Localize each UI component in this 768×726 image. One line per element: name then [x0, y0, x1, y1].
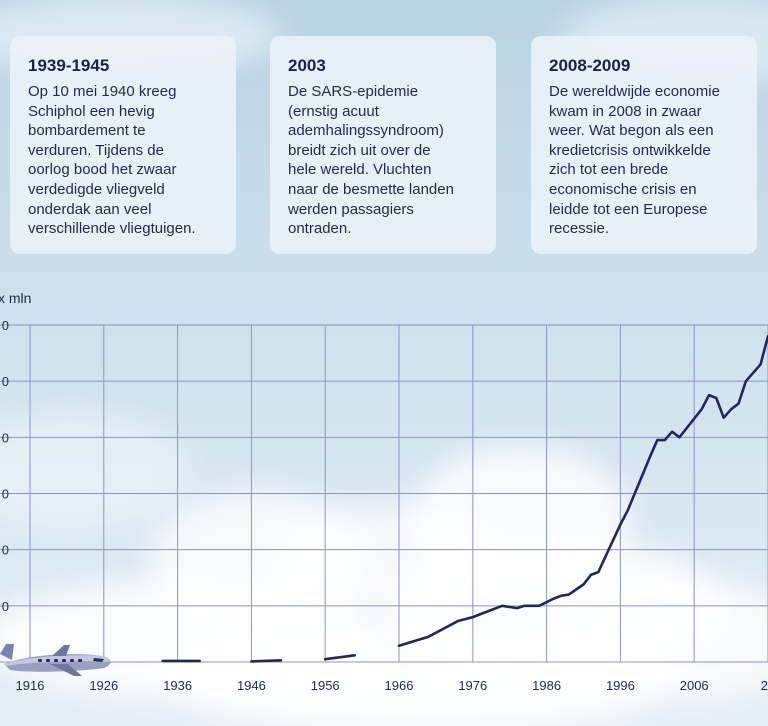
y-tick-label: 0: [2, 430, 9, 445]
y-axis-unit-label: x mln: [0, 290, 32, 306]
event-text: Op 10 mei 1940 kreeg Schiphol een hevig …: [28, 83, 196, 238]
x-tick-label: 1916: [16, 678, 45, 693]
y-axis-ticks: 0 0 0 0 0 0: [2, 318, 9, 614]
y-tick-label: 0: [2, 543, 9, 558]
x-tick-label: 1956: [311, 678, 340, 693]
chart-grid: [0, 324, 768, 663]
x-tick-label: 1946: [237, 678, 266, 693]
y-tick-label: 0: [2, 318, 9, 333]
x-tick-label: 1936: [163, 678, 192, 693]
event-card-1939-1945: 1939-1945 Op 10 mei 1940 kreeg Schiphol …: [10, 36, 236, 254]
x-tick-label: 20: [761, 678, 768, 693]
x-tick-label: 2006: [680, 678, 709, 693]
x-tick-label: 1996: [606, 678, 635, 693]
y-tick-label: 0: [2, 487, 9, 502]
series-line: [250, 659, 283, 663]
event-card-2003: 2003 De SARS-epidemie (ernstig acuut ade…: [270, 36, 496, 254]
event-title: 1939-1945: [28, 56, 110, 75]
event-card-2008-2009: 2008-2009 De wereldwijde economie kwam i…: [531, 36, 757, 254]
airplane-icon: [0, 644, 111, 676]
series-line: [323, 654, 356, 661]
y-tick-label: 0: [2, 374, 9, 389]
event-text: De wereldwijde economie kwam in 2008 in …: [549, 83, 720, 238]
y-tick-label: 0: [2, 599, 9, 614]
series-line: [397, 334, 768, 647]
event-title: 2003: [288, 56, 326, 75]
event-text: De SARS-epidemie (ernstig acuut ademhali…: [288, 83, 454, 238]
x-tick-label: 1966: [385, 678, 414, 693]
chart-series: [161, 334, 768, 663]
event-title: 2008-2009: [549, 56, 631, 75]
x-tick-label: 1986: [532, 678, 561, 693]
x-tick-label: 1976: [458, 678, 487, 693]
x-tick-label: 1926: [89, 678, 118, 693]
x-axis-ticks: 1916 1926 1936 1946 1956 1966 1976 1986 1996 2006…: [16, 678, 768, 693]
